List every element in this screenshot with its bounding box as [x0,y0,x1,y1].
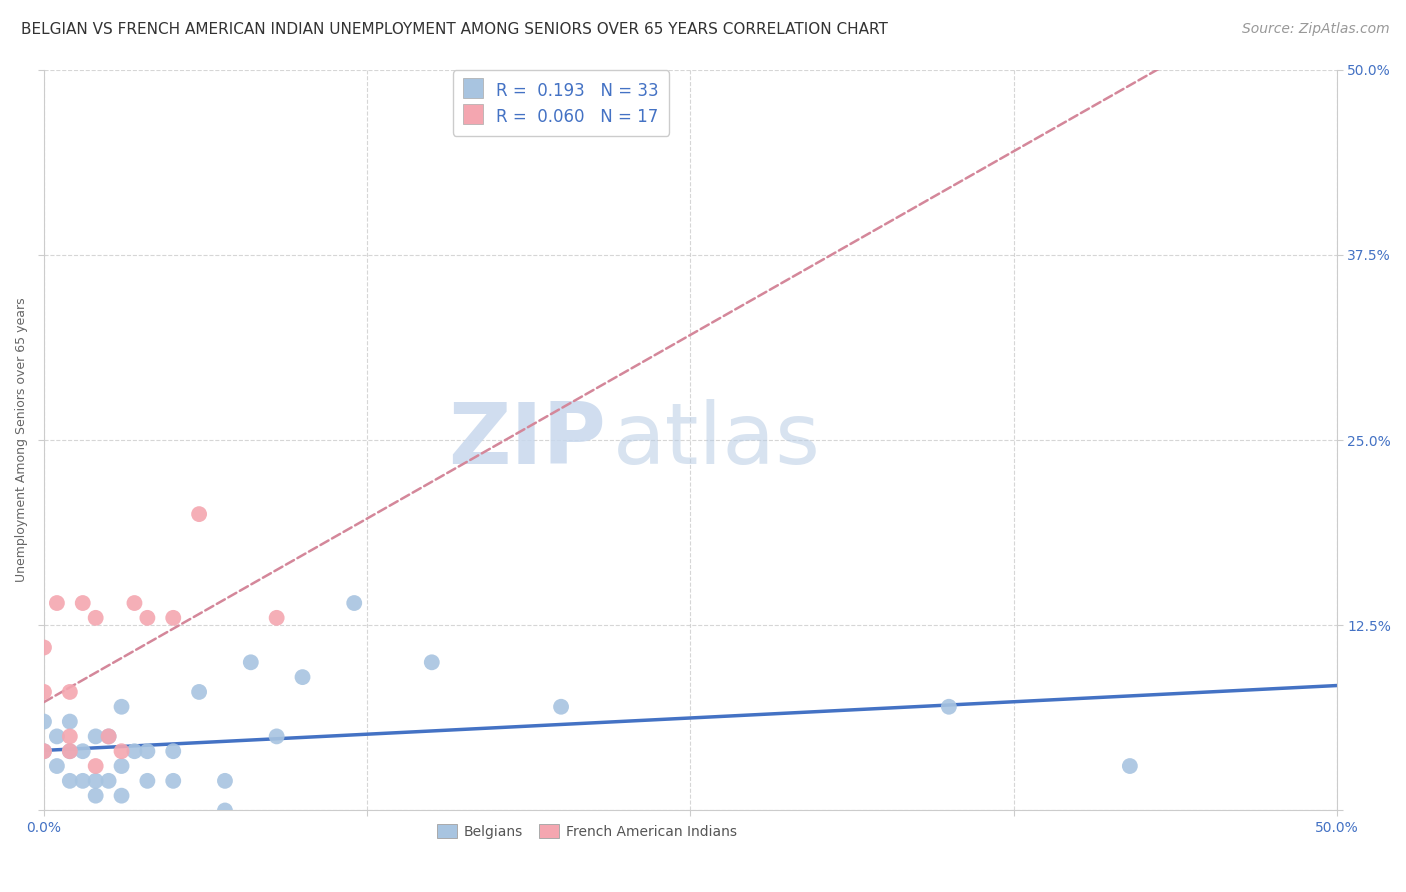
Point [84,730,107,744]
Point [59,730,82,744]
Point [97,773,120,788]
Point [59,744,82,758]
Point [32,744,55,758]
Point [32,744,55,758]
Point [136,744,159,758]
Point [162,773,184,788]
Point [162,611,184,625]
Point [239,655,262,669]
Point [214,773,236,788]
Point [84,789,107,803]
Point [32,685,55,699]
Point [188,507,211,521]
Point [59,744,82,758]
Point [124,596,146,610]
Point [110,744,132,758]
Point [938,699,960,714]
Point [124,744,146,758]
Text: Source: ZipAtlas.com: Source: ZipAtlas.com [1241,22,1389,37]
Text: atlas: atlas [613,399,821,482]
Point [110,759,132,773]
Y-axis label: Unemployment Among Seniors over 65 years: Unemployment Among Seniors over 65 years [15,298,28,582]
Point [136,611,159,625]
Point [32,640,55,655]
Point [32,714,55,729]
Point [84,759,107,773]
Point [291,670,314,684]
Point [59,714,82,729]
Point [84,611,107,625]
Point [45,759,67,773]
Point [97,730,120,744]
Point [550,699,572,714]
Point [110,789,132,803]
Point [188,685,211,699]
Legend: Belgians, French American Indians: Belgians, French American Indians [432,818,742,845]
Point [59,773,82,788]
Point [110,699,132,714]
Point [343,596,366,610]
Point [72,773,94,788]
Point [97,730,120,744]
Point [266,730,288,744]
Point [136,773,159,788]
Text: ZIP: ZIP [449,399,606,482]
Point [45,730,67,744]
Point [420,655,443,669]
Point [162,744,184,758]
Point [266,611,288,625]
Text: BELGIAN VS FRENCH AMERICAN INDIAN UNEMPLOYMENT AMONG SENIORS OVER 65 YEARS CORRE: BELGIAN VS FRENCH AMERICAN INDIAN UNEMPL… [21,22,889,37]
Point [214,804,236,818]
Point [84,773,107,788]
Point [45,596,67,610]
Point [59,685,82,699]
Point [1119,759,1142,773]
Point [72,596,94,610]
Point [72,744,94,758]
